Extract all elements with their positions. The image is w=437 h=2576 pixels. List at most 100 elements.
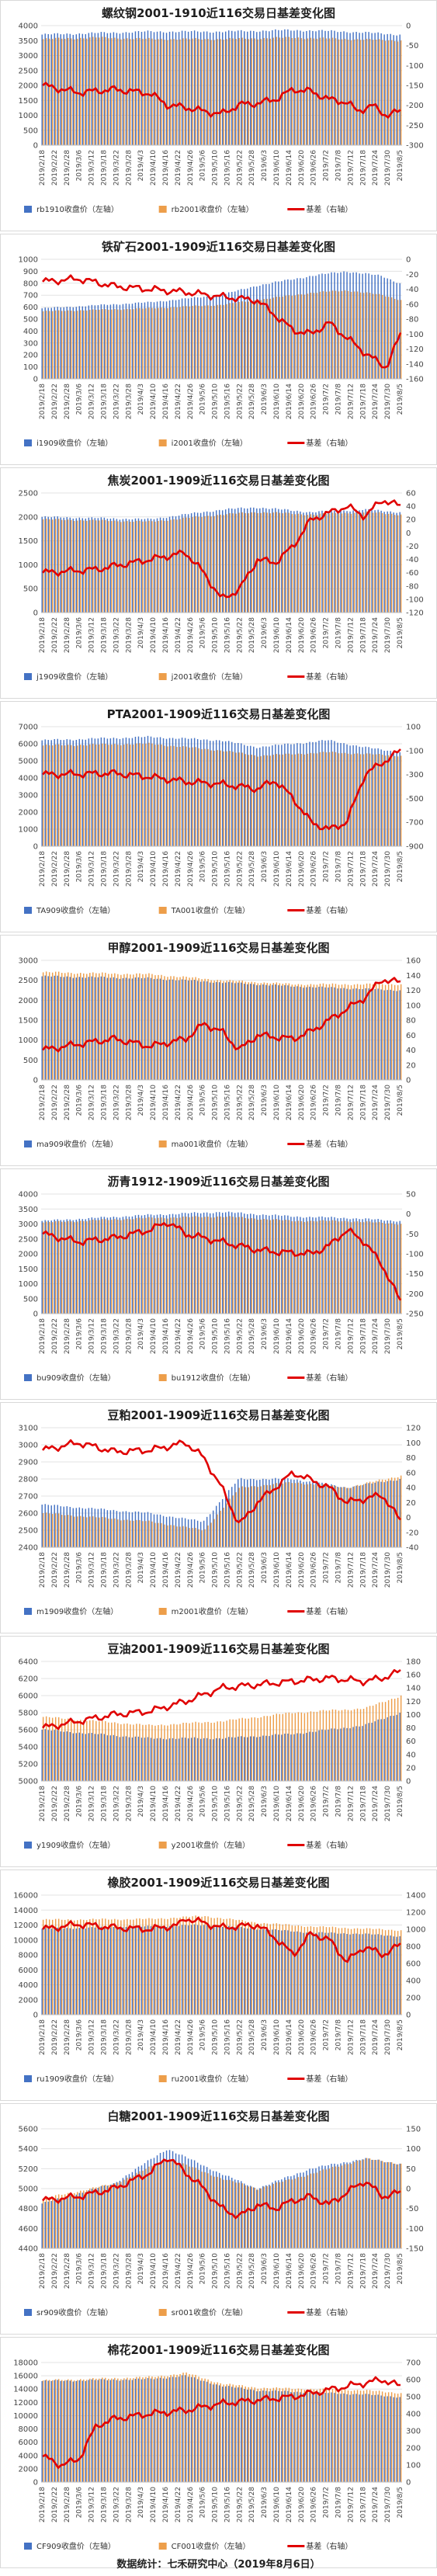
bar	[321, 986, 323, 1080]
bar	[57, 971, 60, 1080]
bar	[312, 1731, 314, 1781]
bar	[57, 33, 58, 146]
bar	[322, 1484, 324, 1547]
bar	[172, 1738, 174, 1781]
bar	[223, 40, 224, 146]
left-tick-label: 10000	[13, 1936, 38, 1945]
bar	[190, 1519, 192, 1547]
bar	[210, 1522, 212, 1547]
bar	[241, 2385, 243, 2482]
bar	[195, 305, 196, 379]
bar	[134, 1215, 137, 1314]
bar	[113, 1926, 115, 2015]
x-tick-label: 2019/6/10	[273, 2487, 281, 2522]
bar	[377, 748, 379, 846]
bar	[223, 515, 224, 613]
bar	[69, 1219, 71, 1314]
x-tick-label: 2019/6/20	[298, 851, 306, 887]
bar	[74, 2380, 75, 2482]
left-tick-label: 14000	[13, 2386, 38, 2394]
x-tick-label: 2019/5/10	[212, 150, 220, 186]
bar	[111, 1519, 113, 1547]
bar	[83, 745, 85, 846]
bar	[366, 1706, 368, 1781]
bar	[250, 1478, 251, 1547]
bar	[297, 984, 300, 1080]
bar	[105, 744, 106, 846]
bar	[109, 304, 112, 379]
bar	[353, 512, 355, 613]
bar	[321, 30, 323, 145]
bar	[331, 1220, 334, 1314]
bar	[278, 509, 279, 613]
bar	[179, 1724, 181, 1781]
bar	[368, 988, 369, 1080]
bar	[278, 1930, 279, 2015]
bar	[103, 2185, 106, 2248]
bar	[108, 1919, 109, 2015]
bar	[167, 520, 168, 613]
bar	[234, 1927, 236, 2015]
bar	[343, 271, 345, 379]
x-tick-label: 2019/6/26	[310, 1085, 318, 1120]
bar	[322, 1926, 324, 2015]
bar	[263, 982, 265, 1080]
bar	[256, 985, 258, 1080]
bar	[260, 983, 262, 1080]
bar	[172, 979, 174, 1080]
bar	[134, 1511, 137, 1547]
bar	[51, 1222, 54, 1314]
bar	[291, 2389, 293, 2482]
x-tick-label: 2019/5/28	[248, 1552, 256, 1588]
x-tick-label: 2019/4/26	[187, 2487, 195, 2522]
bar	[306, 742, 307, 846]
bar	[297, 753, 300, 846]
x-tick-label: 2019/7/2	[323, 150, 331, 181]
bar	[263, 512, 265, 613]
bar	[278, 1734, 279, 1781]
bar	[75, 2194, 78, 2248]
bar	[340, 2394, 342, 2482]
right-tick-label: 1400	[406, 1892, 425, 1901]
bar	[136, 1217, 137, 1314]
bar	[393, 991, 394, 1080]
bar	[195, 747, 196, 846]
bar	[347, 984, 349, 1080]
bar	[251, 1486, 252, 1547]
bar	[47, 740, 49, 846]
bar	[117, 309, 119, 379]
bar	[125, 519, 127, 613]
bar	[335, 290, 337, 379]
bar	[312, 276, 314, 379]
bar	[210, 1723, 212, 1781]
bar	[346, 1727, 348, 1781]
left-tick-label: 4000	[19, 23, 38, 31]
bar	[371, 2394, 373, 2482]
bar	[266, 983, 268, 1080]
right-tick-label: 80	[406, 1454, 416, 1463]
bar	[80, 2379, 82, 2482]
bar	[78, 33, 81, 145]
legend-swatch	[158, 907, 167, 914]
bar	[221, 295, 224, 379]
bar	[346, 2162, 348, 2248]
chart-title: 甲醇2001-1909近116交易日基差变化图	[107, 941, 329, 955]
bar	[80, 1515, 82, 1547]
x-tick-label: 2019/6/14	[286, 1786, 293, 1821]
bar	[294, 1713, 297, 1781]
bar	[335, 1485, 337, 1547]
x-tick-label: 2019/2/22	[51, 2487, 59, 2522]
bar	[176, 747, 178, 846]
x-tick-label: 2019/2/18	[39, 1085, 47, 1120]
bar	[54, 519, 57, 613]
bar	[334, 1932, 335, 2015]
x-tick-label: 2019/6/3	[261, 2019, 269, 2050]
series-line	[42, 1222, 402, 1301]
bar	[206, 1738, 208, 1781]
bar	[232, 1919, 234, 2015]
bar	[276, 2182, 278, 2248]
bar	[374, 275, 376, 379]
bar	[78, 1928, 81, 2015]
bar	[168, 31, 171, 146]
bar	[175, 516, 177, 613]
